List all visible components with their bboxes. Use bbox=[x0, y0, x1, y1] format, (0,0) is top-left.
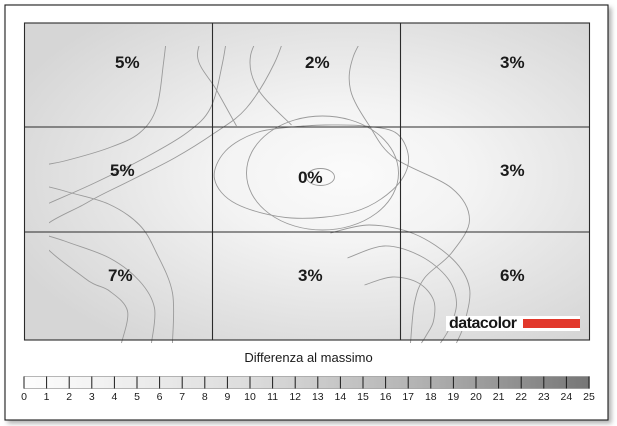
svg-text:4: 4 bbox=[111, 391, 117, 403]
svg-text:12: 12 bbox=[289, 391, 301, 403]
svg-text:16: 16 bbox=[380, 391, 392, 403]
svg-text:25: 25 bbox=[583, 391, 595, 403]
svg-text:3%: 3% bbox=[500, 161, 525, 180]
svg-text:9: 9 bbox=[224, 391, 230, 403]
svg-text:Differenza al massimo: Differenza al massimo bbox=[244, 350, 372, 365]
svg-text:3%: 3% bbox=[298, 266, 323, 285]
svg-text:7: 7 bbox=[179, 391, 185, 403]
svg-text:3%: 3% bbox=[500, 53, 525, 72]
svg-text:2%: 2% bbox=[305, 53, 330, 72]
svg-text:1: 1 bbox=[44, 391, 50, 403]
svg-text:0: 0 bbox=[21, 391, 27, 403]
svg-text:20: 20 bbox=[470, 391, 482, 403]
svg-text:15: 15 bbox=[357, 391, 369, 403]
svg-text:10: 10 bbox=[244, 391, 256, 403]
svg-text:24: 24 bbox=[561, 391, 573, 403]
svg-text:13: 13 bbox=[312, 391, 324, 403]
svg-text:11: 11 bbox=[267, 391, 278, 403]
svg-text:7%: 7% bbox=[108, 266, 133, 285]
svg-text:21: 21 bbox=[493, 391, 505, 403]
svg-text:6: 6 bbox=[157, 391, 163, 403]
svg-text:0%: 0% bbox=[298, 168, 323, 187]
svg-text:5%: 5% bbox=[115, 53, 140, 72]
svg-text:8: 8 bbox=[202, 391, 208, 403]
svg-text:5: 5 bbox=[134, 391, 140, 403]
svg-text:5%: 5% bbox=[110, 161, 135, 180]
svg-text:19: 19 bbox=[448, 391, 460, 403]
svg-text:17: 17 bbox=[402, 391, 414, 403]
svg-text:2: 2 bbox=[66, 391, 72, 403]
svg-text:6%: 6% bbox=[500, 266, 525, 285]
svg-text:18: 18 bbox=[425, 391, 437, 403]
svg-text:22: 22 bbox=[515, 391, 527, 403]
svg-text:3: 3 bbox=[89, 391, 95, 403]
svg-text:23: 23 bbox=[538, 391, 550, 403]
svg-text:datacolor: datacolor bbox=[449, 315, 517, 332]
svg-text:14: 14 bbox=[335, 391, 347, 403]
